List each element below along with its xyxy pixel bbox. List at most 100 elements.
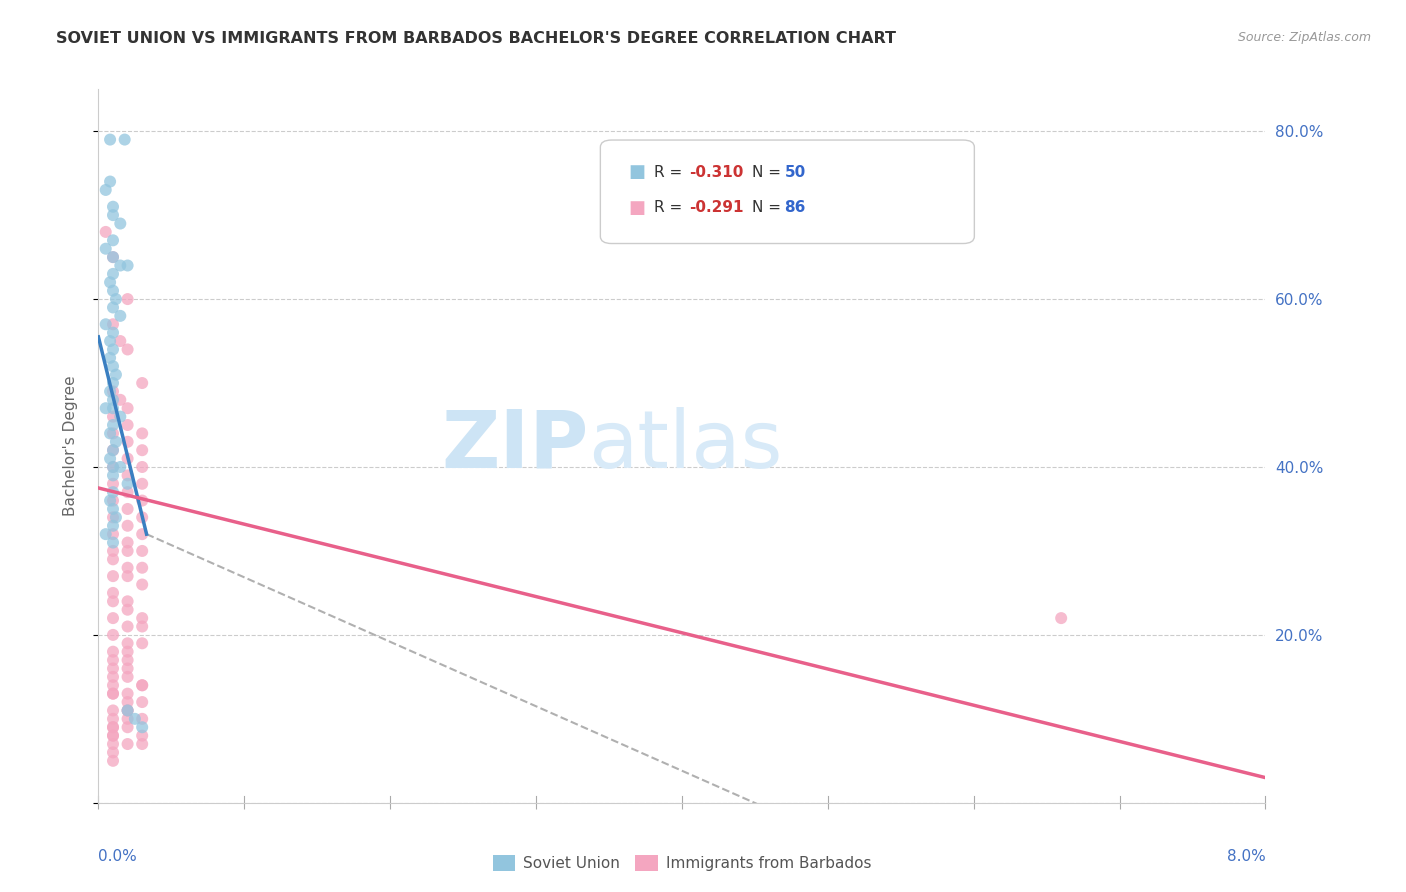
Point	[117, 451, 139, 466]
Point	[110, 334, 132, 348]
Text: ■: ■	[628, 163, 645, 181]
Point	[124, 712, 146, 726]
Point	[131, 476, 153, 491]
Point	[101, 586, 124, 600]
Legend: Soviet Union, Immigrants from Barbados: Soviet Union, Immigrants from Barbados	[486, 849, 877, 877]
Point	[117, 603, 139, 617]
Point	[101, 443, 124, 458]
Point	[101, 729, 124, 743]
Point	[98, 384, 121, 399]
Point	[131, 729, 153, 743]
Point	[117, 703, 139, 717]
Point	[117, 636, 139, 650]
Point	[101, 376, 124, 390]
Point	[131, 460, 153, 475]
Point	[101, 443, 124, 458]
Point	[94, 225, 117, 239]
Point	[101, 746, 124, 760]
Point	[101, 687, 124, 701]
Text: -0.310: -0.310	[689, 165, 744, 179]
Point	[117, 720, 139, 734]
Point	[101, 250, 124, 264]
Point	[131, 426, 153, 441]
Point	[117, 594, 139, 608]
Point	[131, 493, 153, 508]
Point	[101, 417, 124, 432]
Point	[131, 544, 153, 558]
Point	[98, 175, 121, 189]
Point	[117, 670, 139, 684]
Text: N =: N =	[752, 201, 786, 215]
Point	[101, 318, 124, 332]
Point	[104, 510, 127, 524]
Point	[131, 443, 153, 458]
Point	[114, 132, 136, 146]
Point	[131, 636, 153, 650]
Point	[98, 351, 121, 365]
Text: 0.0%: 0.0%	[98, 849, 138, 864]
Point	[131, 619, 153, 633]
Point	[94, 242, 117, 256]
Point	[101, 552, 124, 566]
Point	[101, 661, 124, 675]
Point	[98, 451, 121, 466]
Point	[110, 392, 132, 407]
Point	[101, 426, 124, 441]
Point	[101, 493, 124, 508]
Point	[131, 527, 153, 541]
Text: 50: 50	[785, 165, 806, 179]
Point	[101, 326, 124, 340]
Point	[117, 560, 139, 574]
Point	[101, 569, 124, 583]
Point	[101, 611, 124, 625]
Point	[117, 343, 139, 357]
Point	[94, 527, 117, 541]
Point	[117, 544, 139, 558]
Point	[101, 384, 124, 399]
Text: -0.291: -0.291	[689, 201, 744, 215]
Point	[117, 292, 139, 306]
Point	[101, 267, 124, 281]
Point	[110, 409, 132, 424]
Point	[101, 754, 124, 768]
Point	[101, 343, 124, 357]
Point	[101, 594, 124, 608]
Point	[101, 460, 124, 475]
Point	[131, 611, 153, 625]
Point	[117, 712, 139, 726]
Point	[117, 737, 139, 751]
Point	[98, 426, 121, 441]
Point	[104, 368, 127, 382]
Point	[104, 434, 127, 449]
Point	[110, 309, 132, 323]
Text: 8.0%: 8.0%	[1226, 849, 1265, 864]
Point	[110, 259, 132, 273]
Point	[101, 678, 124, 692]
Point	[101, 527, 124, 541]
Point	[117, 703, 139, 717]
Point	[101, 460, 124, 475]
Point	[101, 468, 124, 483]
Point	[101, 737, 124, 751]
Point	[117, 661, 139, 675]
Point	[101, 653, 124, 667]
Point	[101, 510, 124, 524]
Point	[101, 301, 124, 315]
Point	[101, 392, 124, 407]
Point	[131, 678, 153, 692]
Point	[101, 284, 124, 298]
Point	[101, 645, 124, 659]
Point	[131, 577, 153, 591]
Point	[101, 518, 124, 533]
Text: Source: ZipAtlas.com: Source: ZipAtlas.com	[1237, 31, 1371, 45]
Point	[110, 460, 132, 475]
Point	[94, 318, 117, 332]
Point	[131, 560, 153, 574]
Point	[101, 544, 124, 558]
Point	[117, 259, 139, 273]
Point	[101, 729, 124, 743]
Point	[101, 687, 124, 701]
Point	[131, 510, 153, 524]
Point	[131, 712, 153, 726]
Point	[110, 217, 132, 231]
